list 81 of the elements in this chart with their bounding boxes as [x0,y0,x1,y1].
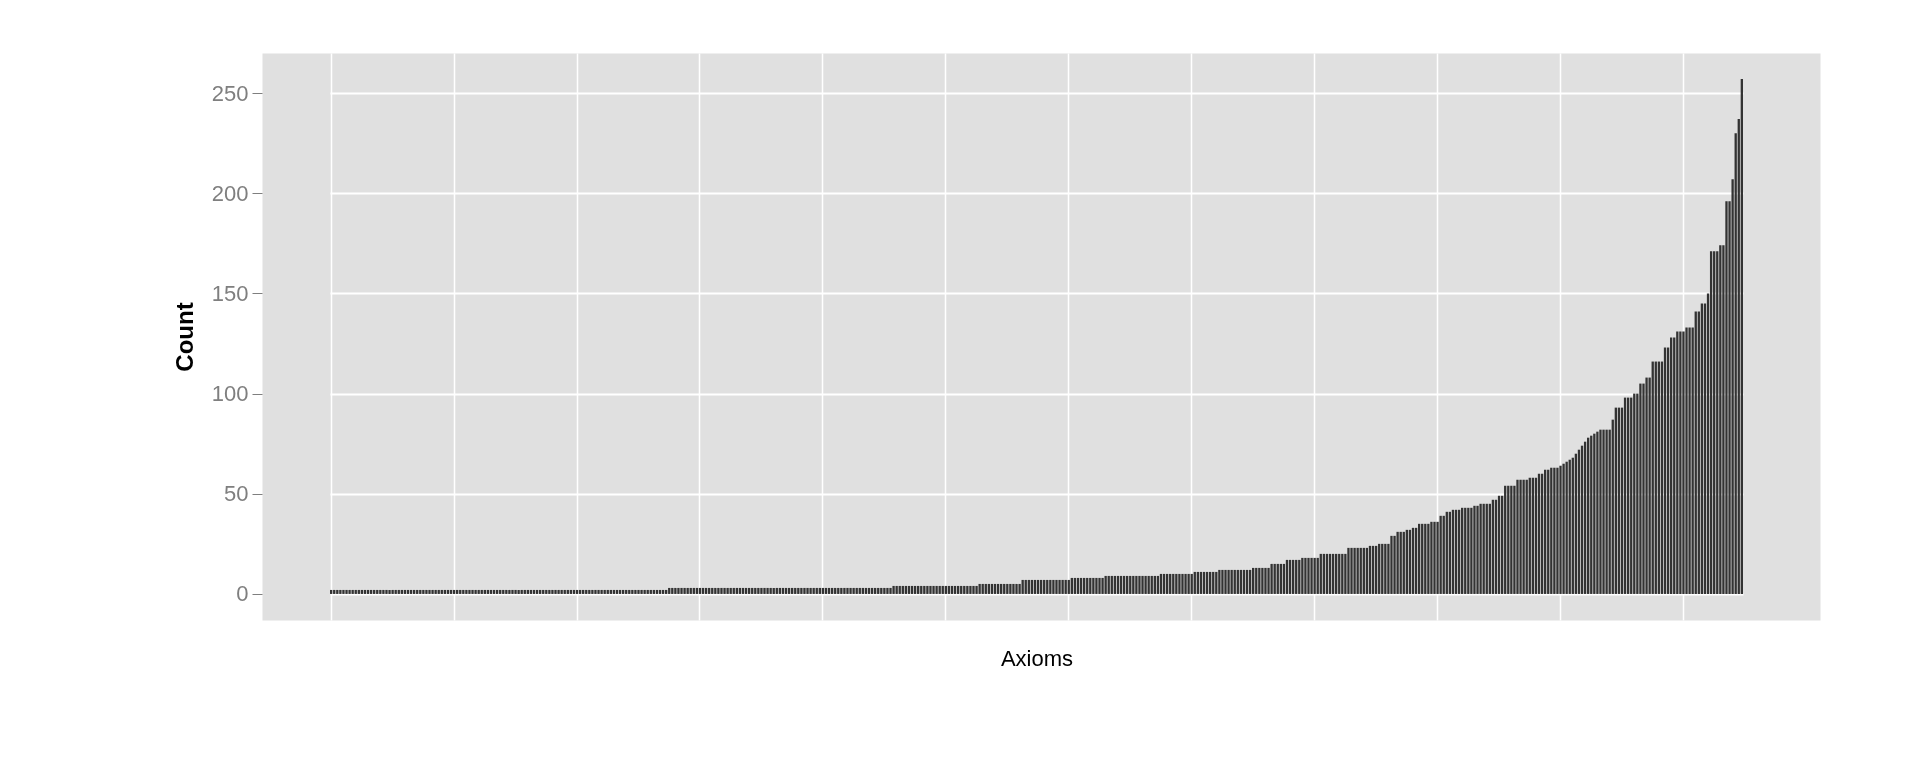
bar [1304,557,1307,594]
bar [760,587,763,594]
bar [723,587,726,594]
y-tick-label: 250 [211,80,249,106]
bar [554,589,557,594]
bar [1430,521,1433,594]
bar [932,585,935,594]
bar [1559,465,1562,594]
bar [929,585,932,594]
bar [1393,535,1396,594]
y-tick-label: 200 [211,180,249,206]
bar [677,587,680,594]
bar [471,589,474,594]
bar [1519,479,1522,594]
bar [886,587,889,594]
bar [803,587,806,594]
bar [763,587,766,594]
bar [1310,557,1313,594]
bar [1390,535,1393,594]
y-tick-label: 100 [211,381,249,407]
bar [385,589,388,594]
bar [846,587,849,594]
bar [551,589,554,594]
bar [511,589,514,594]
bar [428,589,431,594]
bar [1221,569,1224,594]
bar [720,587,723,594]
bar [1682,331,1685,594]
bar [1556,467,1559,594]
bar [806,587,809,594]
bar [1141,575,1144,594]
bar [1307,557,1310,594]
bar [1098,577,1101,594]
bar [1015,583,1018,594]
bar [594,589,597,594]
bar [597,589,600,594]
bar [1516,479,1519,594]
bar [345,589,348,594]
bar [1350,547,1353,594]
bar [514,589,517,594]
y-tick-label: 0 [236,581,249,607]
bar [468,589,471,594]
bar [1433,521,1436,594]
bar [1599,429,1602,594]
bar [1473,505,1476,594]
bar [1095,577,1098,594]
bar [431,589,434,594]
bar [1018,583,1021,594]
bar [637,589,640,594]
bar [889,587,892,594]
bar [680,587,683,594]
bar [1181,573,1184,594]
x-axis-title: Axioms [1000,645,1074,671]
bar [975,585,978,594]
bar [1645,377,1648,594]
bar [1639,383,1642,594]
y-axis-title: Count [170,302,198,372]
y-tick-label: 50 [224,481,249,507]
bar [766,587,769,594]
bar [1267,567,1270,594]
bar [972,585,975,594]
bar [342,589,345,594]
bar [1347,547,1350,594]
bar [1012,583,1015,594]
bar [1602,429,1605,594]
bar [1184,573,1187,594]
bar [1055,579,1058,594]
bar [1224,569,1227,594]
y-tick-label: 150 [211,280,249,306]
bar [640,589,643,594]
bar [1058,579,1061,594]
bar [1685,327,1688,594]
bar [849,587,852,594]
bar [1138,575,1141,594]
bar [425,589,428,594]
bar [1476,505,1479,594]
bar [388,589,391,594]
bar [969,585,972,594]
bar [1264,567,1267,594]
bar [1725,201,1728,594]
bar [1101,577,1104,594]
